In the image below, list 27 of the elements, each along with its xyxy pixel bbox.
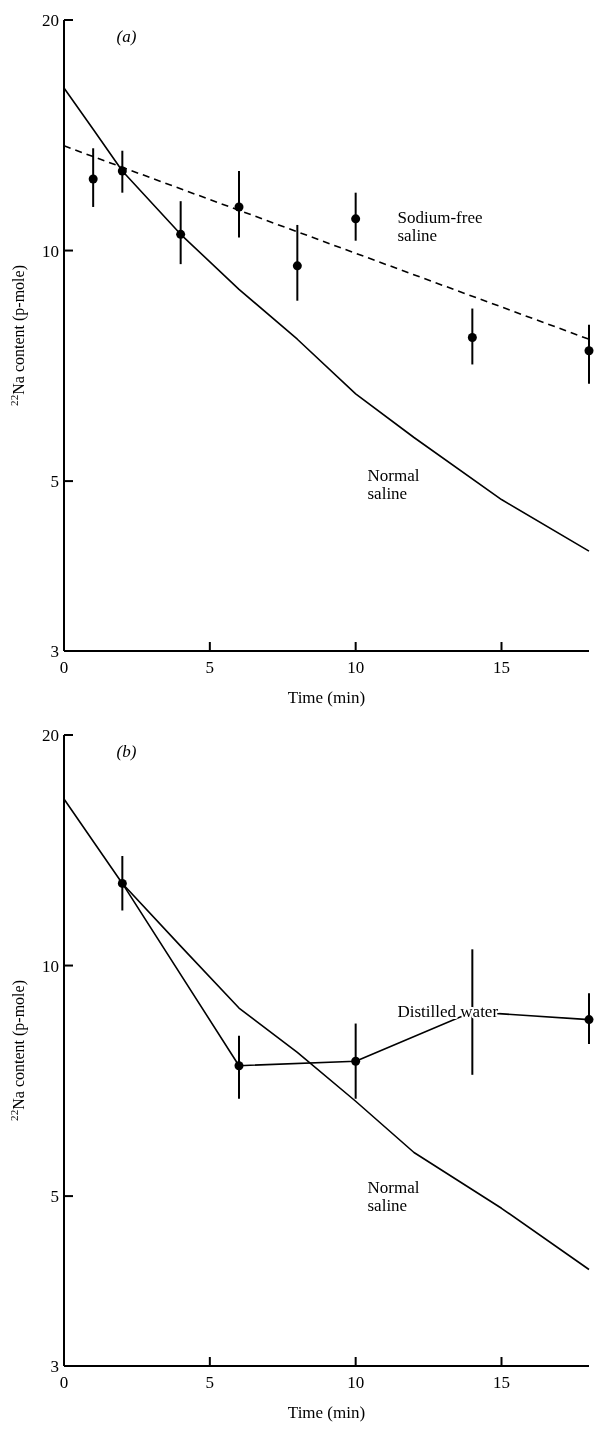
x-tick-label: 15: [493, 658, 510, 677]
y-tick-label: 20: [42, 725, 59, 745]
y-tick-label: 10: [42, 241, 59, 261]
y-tick-label: 3: [50, 1356, 59, 1376]
point: [351, 1056, 361, 1066]
y-tick-label: 5: [50, 1187, 59, 1207]
y-tick-label: 10: [42, 956, 59, 976]
chart-title: (b): [116, 742, 137, 761]
x-tick-label: 5: [205, 658, 215, 677]
point: [234, 1061, 244, 1071]
text: Sodium-free saline: [397, 208, 483, 246]
y-tick-label: 3: [50, 641, 59, 661]
series-label: Normal saline: [367, 466, 420, 504]
y-tick-label: 5: [50, 472, 59, 492]
x-tick-label: 0: [59, 1373, 69, 1392]
point: [117, 878, 127, 888]
series-label: Normal saline: [367, 1177, 420, 1215]
x-axis-title: Time (min): [287, 688, 366, 707]
x-tick-label: 5: [205, 1373, 215, 1392]
x-tick-label: 15: [493, 1373, 510, 1392]
point: [584, 1015, 594, 1025]
chart-title: (a): [116, 27, 137, 46]
x-tick-label: 10: [347, 1373, 365, 1392]
y-tick-label: 20: [42, 10, 59, 30]
x-tick-label: 0: [59, 658, 69, 677]
x-axis-title: Time (min): [287, 1403, 366, 1422]
x-tick-label: 10: [347, 658, 365, 677]
